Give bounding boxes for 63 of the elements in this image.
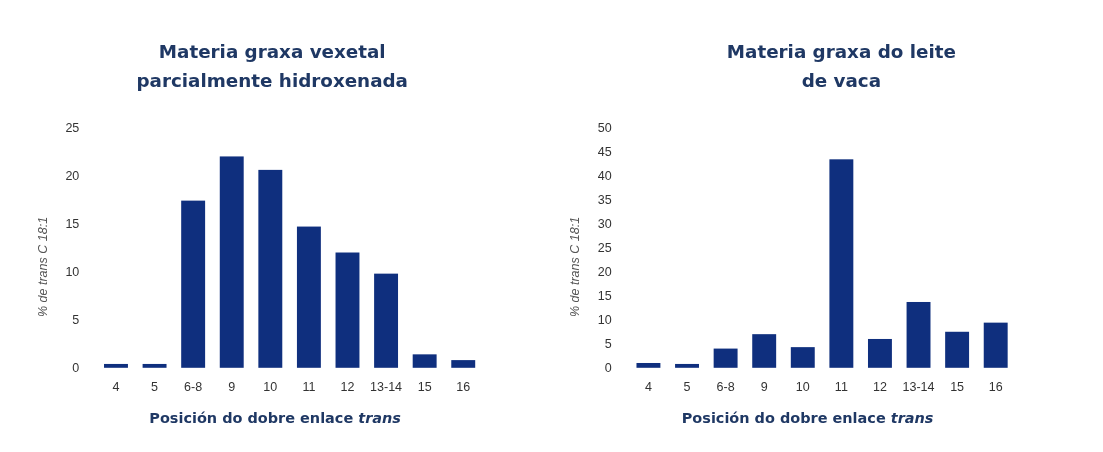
bar: [296, 226, 321, 368]
x-tick-label: 12: [872, 379, 887, 394]
bar: [636, 362, 661, 368]
y-axis-title: % de trans C 18:1: [567, 216, 582, 318]
x-axis-title: Posición do dobre enlace trans: [149, 409, 402, 426]
bar: [713, 348, 738, 368]
y-tick-label: 20: [597, 265, 612, 280]
bar: [142, 363, 167, 368]
x-tick-label: 13-14: [370, 379, 403, 394]
x-tick-label: 16: [456, 379, 471, 394]
y-tick-label: 10: [597, 313, 612, 328]
bar: [867, 338, 892, 368]
chart-title: Materia graxa do leite de vaca: [726, 41, 956, 92]
y-tick-label: 25: [65, 121, 80, 135]
y-axis-title: % de trans C 18:1: [35, 216, 50, 318]
y-tick-label: 15: [597, 289, 612, 304]
bar: [451, 360, 476, 368]
x-tick-label: 5: [683, 379, 691, 394]
bar: [829, 159, 854, 368]
bar: [906, 301, 931, 368]
x-tick-label: 16: [988, 379, 1003, 394]
x-tick-label: 9: [760, 379, 768, 394]
y-tick-label: 20: [65, 169, 80, 184]
bar: [790, 347, 815, 368]
bar: [945, 331, 970, 368]
x-tick-label: 10: [263, 379, 278, 394]
x-tick-label: 10: [795, 379, 810, 394]
bar: [752, 334, 777, 368]
y-tick-label: 30: [597, 217, 612, 232]
y-tick-label: 50: [597, 121, 612, 135]
x-tick-label: 6-8: [716, 379, 735, 394]
x-tick-label: 4: [112, 379, 120, 394]
y-tick-label: 0: [604, 361, 612, 376]
x-tick-label: 5: [151, 379, 159, 394]
bar: [181, 200, 206, 368]
bar: [335, 252, 360, 368]
bar: [412, 354, 437, 368]
x-tick-label: 13-14: [902, 379, 935, 394]
y-tick-label: 5: [72, 313, 80, 328]
bar: [983, 322, 1008, 368]
x-tick-label: 15: [417, 379, 432, 394]
bar: [675, 363, 699, 368]
x-tick-label: 15: [950, 379, 965, 394]
x-tick-label: 12: [340, 379, 355, 394]
y-tick-label: 15: [65, 217, 80, 232]
y-tick-label: 10: [65, 265, 80, 280]
y-tick-label: 45: [597, 145, 612, 160]
chart-title: Materia graxa vexetal parcialmente hidroxenada: [136, 41, 408, 92]
y-tick-label: 35: [597, 193, 612, 208]
bar: [374, 273, 399, 368]
x-tick-label: 4: [644, 379, 652, 394]
y-tick-label: 5: [604, 337, 612, 352]
x-tick-label: 9: [228, 379, 236, 394]
x-tick-label: 11: [834, 379, 848, 394]
y-tick-label: 0: [72, 361, 80, 376]
x-tick-label: 6-8: [184, 379, 203, 394]
y-tick-label: 25: [597, 241, 612, 256]
bar: [258, 169, 283, 368]
bar: [219, 156, 244, 368]
bar: [104, 363, 128, 368]
x-tick-label: 11: [302, 379, 316, 394]
y-tick-label: 40: [597, 169, 612, 184]
x-axis-title: Posición do dobre enlace trans: [681, 409, 934, 426]
